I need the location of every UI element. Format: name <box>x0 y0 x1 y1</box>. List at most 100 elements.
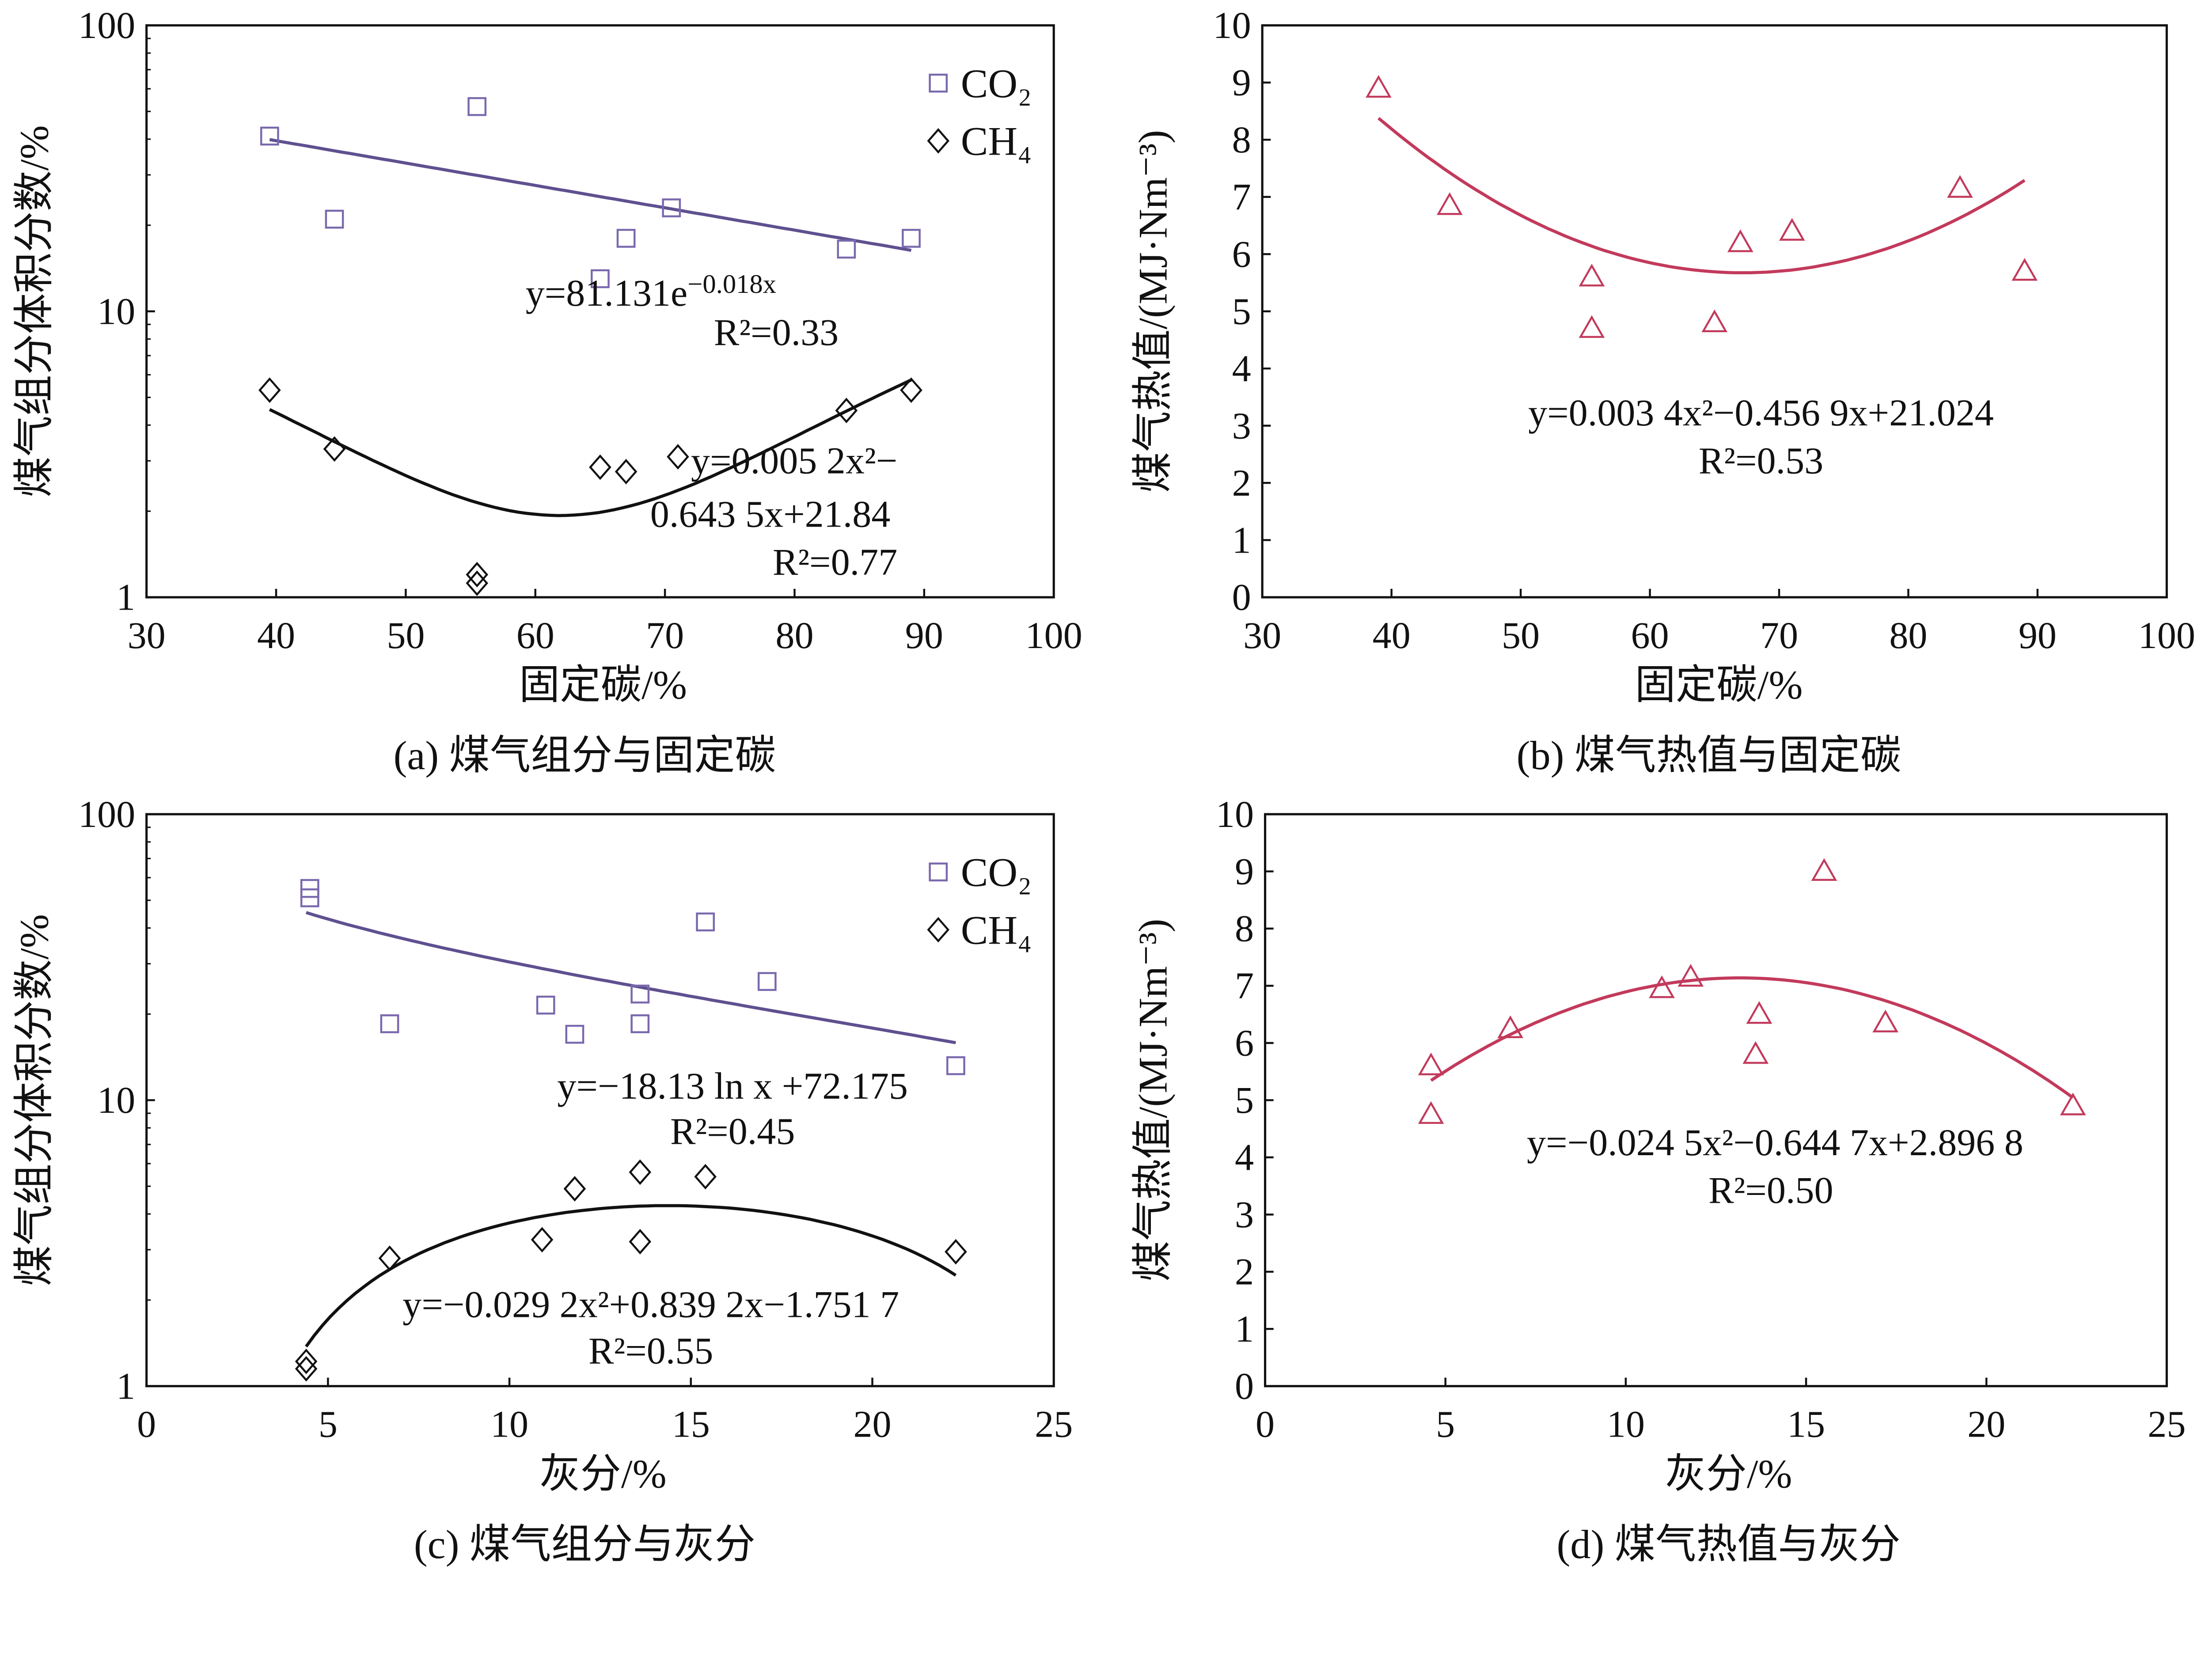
data-point-square <box>696 912 715 932</box>
data-point-square <box>630 1014 650 1033</box>
chart-panel-a: 30 40 50 60 70 80 90 100110100固定碳/%煤气组分体积分数/%(a… <box>12 4 1082 778</box>
fit-curve <box>269 138 912 252</box>
x-axis-label: 灰分/% <box>1665 1452 1792 1497</box>
x-tick-label: 80 <box>775 614 813 656</box>
y-tick-label: 8 <box>1235 907 1254 950</box>
y-tick-label: 6 <box>1235 1022 1254 1064</box>
data-point-triangle <box>1746 1001 1773 1024</box>
data-point-triangle <box>1649 975 1675 998</box>
data-point-diamond <box>466 561 489 588</box>
y-tick-label: 10 <box>1213 4 1251 46</box>
fit-r-squared: R²=0.53 <box>1699 439 1823 482</box>
x-tick-label: 50 <box>1502 614 1540 656</box>
data-point-triangle <box>1418 1052 1444 1076</box>
data-point-square <box>630 984 650 1004</box>
x-tick-label: 30 <box>1243 614 1281 656</box>
fit-equation: y=−0.024 5x²−0.644 7x+2.896 8 <box>1527 1121 2023 1164</box>
y-tick-label: 8 <box>1232 118 1251 161</box>
data-point-square <box>565 1024 585 1044</box>
data-point-diamond <box>615 459 638 485</box>
x-tick-label: 25 <box>1035 1403 1073 1445</box>
data-point-square <box>757 972 777 991</box>
fit-equation: 0.643 5x+21.84 <box>650 493 890 535</box>
y-tick-label: 3 <box>1235 1193 1254 1236</box>
data-point-diamond <box>378 1245 401 1271</box>
fit-curve <box>1377 117 2026 274</box>
data-point-diamond <box>589 454 611 480</box>
y-axis-label: 煤气热值/(MJ·Nm⁻³) <box>1131 130 1176 493</box>
y-tick-label: 6 <box>1232 233 1251 275</box>
data-point-square <box>902 229 921 248</box>
legend-label: CH₄ <box>961 119 1032 164</box>
y-axis-label: 煤气组分体积分数/% <box>12 914 57 1286</box>
data-point-square <box>616 229 636 248</box>
data-point-triangle <box>1701 309 1728 332</box>
y-tick-label: 5 <box>1235 1079 1254 1121</box>
data-point-square <box>467 97 487 116</box>
x-tick-label: 70 <box>646 614 684 656</box>
data-point-square <box>536 995 555 1015</box>
y-tick-label: 2 <box>1232 462 1251 504</box>
fit-r-squared: R²=0.45 <box>670 1110 795 1152</box>
data-point-square <box>591 269 610 288</box>
fit-equation: y=−0.029 2x²+0.839 2x−1.751 7 <box>402 1283 899 1326</box>
fit-r-squared: R²=0.77 <box>773 541 897 583</box>
x-tick-label: 10 <box>1607 1403 1645 1445</box>
x-tick-label: 0 <box>1256 1403 1275 1445</box>
y-tick-label: 1 <box>1232 519 1251 561</box>
plot-frame <box>1261 24 2168 599</box>
data-point-diamond <box>258 377 281 403</box>
y-tick-label: 1 <box>1235 1308 1254 1350</box>
data-point-diamond <box>563 1176 586 1202</box>
x-tick-label: 100 <box>2138 614 2195 656</box>
data-point-triangle <box>1418 1101 1444 1124</box>
y-tick-label: 3 <box>1232 404 1251 447</box>
legend-label: CO₂ <box>961 61 1032 106</box>
x-tick-label: 15 <box>672 1403 710 1445</box>
data-point-triangle <box>1436 192 1463 215</box>
plot-frame <box>1264 813 2168 1388</box>
data-point-diamond <box>667 444 689 470</box>
fit-curve <box>1430 976 2074 1099</box>
fit-equation-base: y=81.131e <box>526 272 688 314</box>
fit-equation: y=−18.13 ln x +72.175 <box>557 1065 908 1107</box>
data-point-square <box>662 198 681 217</box>
panel-caption: (a) 煤气组分与固定碳 <box>394 733 776 778</box>
x-tick-label: 80 <box>1889 614 1927 656</box>
y-tick-label: 9 <box>1232 61 1251 104</box>
fit-equation: y=0.003 4x²−0.456 9x+21.024 <box>1528 391 1994 434</box>
data-point-diamond <box>945 1239 967 1265</box>
panel-caption: (d) 煤气热值与灰分 <box>1557 1522 1901 1567</box>
x-tick-label: 20 <box>1967 1403 2005 1445</box>
x-tick-label: 15 <box>1787 1403 1825 1445</box>
x-tick-label: 30 <box>128 614 166 656</box>
data-point-triangle <box>1742 1041 1769 1064</box>
data-point-square <box>837 239 856 259</box>
x-axis-label: 灰分/% <box>539 1452 667 1497</box>
y-axis-label: 煤气组分体积分数/% <box>12 125 57 497</box>
fit-r-squared: R²=0.55 <box>588 1330 713 1372</box>
data-point-square <box>946 1056 965 1075</box>
x-axis-label: 固定碳/% <box>1635 663 1803 708</box>
y-tick-label: 10 <box>1216 793 1254 835</box>
x-tick-label: 60 <box>1631 614 1669 656</box>
data-point-diamond <box>835 398 858 424</box>
y-axis-label: 煤气热值/(MJ·Nm⁻³) <box>1131 919 1176 1282</box>
fit-r-squared: R²=0.50 <box>1708 1169 1833 1211</box>
data-point-triangle <box>1497 1015 1523 1038</box>
legend-label: CO₂ <box>961 850 1032 895</box>
figure: 30 40 50 60 70 80 90 100110100固定碳/%煤气组分体积分数/%(a… <box>12 4 2195 1567</box>
legend-diamond-icon <box>927 128 950 154</box>
chart-panel-b: 30 40 50 60 70 80 90 100 0 1 2 3 4 5 6 7 8 9 10 固定碳/% 煤气热值/(… <box>1131 4 2195 778</box>
fit-equation: y=81.131e−0.018x <box>526 269 776 314</box>
x-tick-label: 10 <box>490 1403 528 1445</box>
data-point-diamond <box>323 436 346 462</box>
data-point-triangle <box>1678 964 1704 987</box>
x-tick-label: 5 <box>319 1403 338 1445</box>
data-point-triangle <box>2012 258 2038 281</box>
y-tick-label: 0 <box>1235 1365 1254 1407</box>
data-point-triangle <box>1779 218 1805 241</box>
data-point-triangle <box>2060 1092 2086 1115</box>
x-tick-label: 70 <box>1760 614 1798 656</box>
legend-label: CH₄ <box>961 908 1032 953</box>
